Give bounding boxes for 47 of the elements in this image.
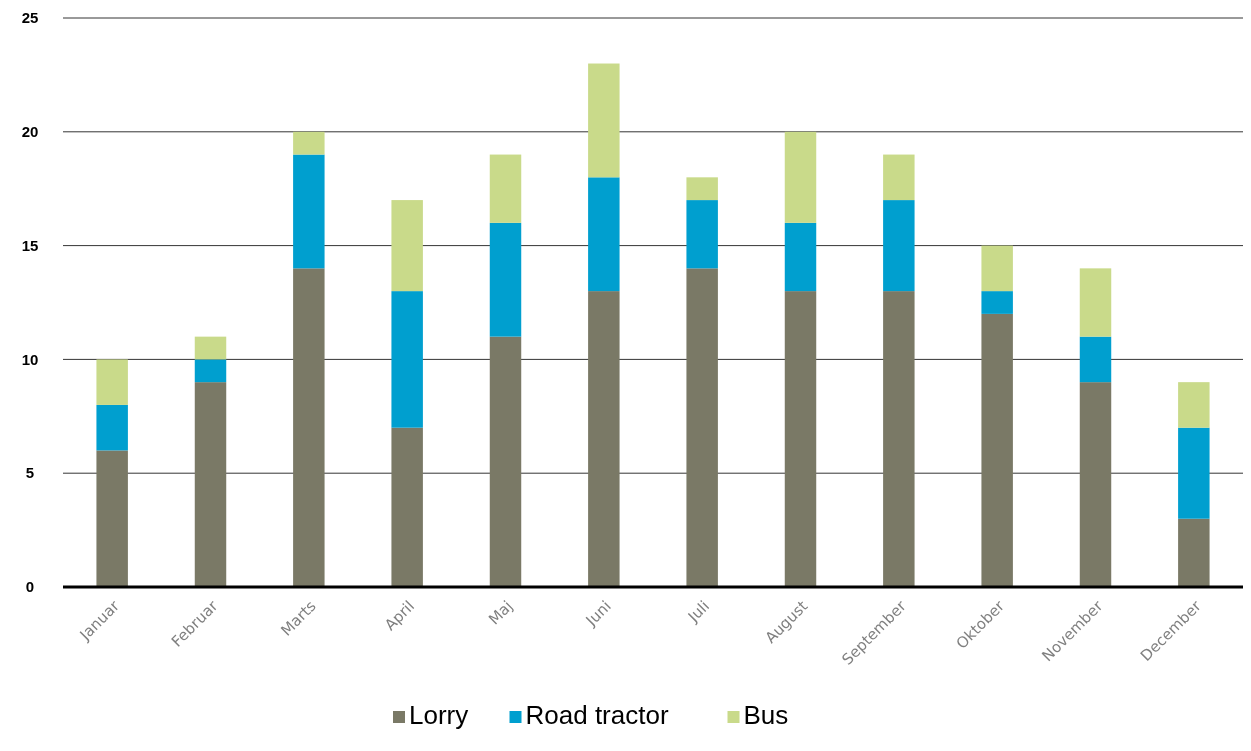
bar	[391, 427, 423, 587]
bar	[588, 177, 620, 292]
bar	[686, 177, 718, 201]
legend-label: Bus	[743, 700, 789, 730]
bar	[293, 154, 325, 269]
x-tick-label: Maj	[484, 597, 517, 629]
bar	[784, 131, 817, 223]
bar	[391, 200, 423, 292]
bar	[391, 291, 423, 428]
y-tick-label: 5	[25, 464, 35, 482]
bar	[981, 245, 1013, 292]
bar	[1079, 336, 1112, 383]
bar	[1178, 382, 1210, 428]
bar	[194, 382, 227, 587]
x-tick-label: Juli	[683, 597, 713, 627]
bar	[883, 291, 915, 587]
bar	[686, 268, 718, 587]
legend-label: Lorry	[409, 700, 469, 730]
bar	[293, 131, 325, 155]
bar	[96, 359, 128, 405]
bar	[489, 336, 522, 587]
legend-label: Road tractor	[525, 700, 669, 730]
bar	[981, 313, 1013, 587]
bar	[293, 268, 325, 587]
bar	[588, 291, 620, 587]
bar	[489, 154, 522, 223]
bar	[1178, 518, 1210, 587]
y-tick-label: 25	[21, 9, 39, 27]
bar	[1079, 382, 1112, 587]
y-tick-label: 20	[21, 123, 39, 141]
y-tick-label: 15	[21, 236, 39, 254]
bar	[588, 63, 620, 178]
bar	[883, 200, 915, 292]
bar	[96, 404, 128, 451]
bar	[96, 450, 128, 587]
bar	[1178, 427, 1210, 519]
bar	[784, 291, 817, 587]
bar	[981, 291, 1013, 314]
y-tick-label: 0	[25, 578, 35, 596]
bar	[194, 359, 227, 383]
bar	[784, 222, 817, 292]
y-tick-label: 10	[21, 350, 39, 368]
bar	[1079, 268, 1112, 337]
bar	[194, 336, 227, 360]
bar	[883, 154, 915, 201]
bar	[489, 222, 522, 337]
bar	[686, 200, 718, 269]
